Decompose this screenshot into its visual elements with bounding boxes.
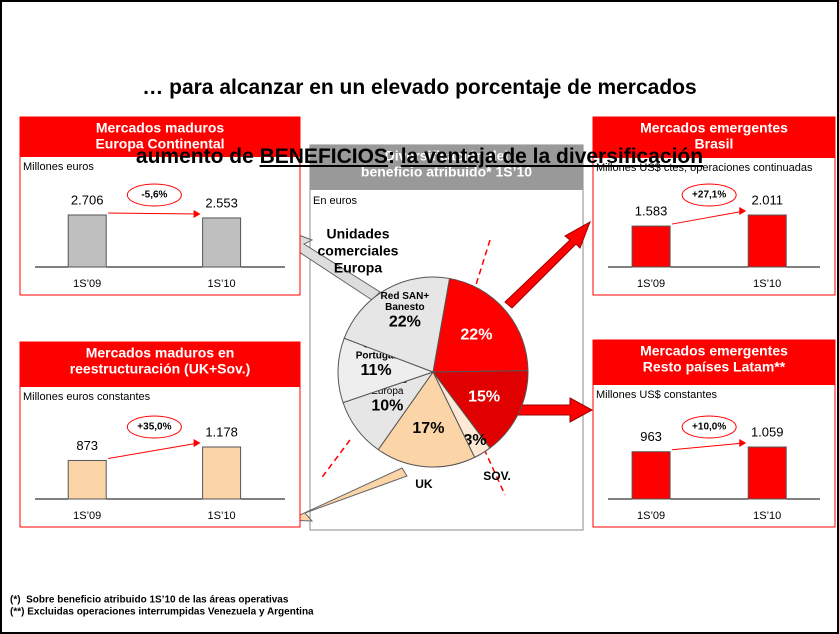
panel-title: Mercados emergentes <box>640 120 788 136</box>
change-arrow <box>671 210 745 225</box>
panel-title: Mercados maduros <box>96 120 225 136</box>
value-label: 963 <box>640 429 662 444</box>
footnote: (*) Sobre beneficio atribuido 1S’10 de l… <box>10 595 289 606</box>
value-label: 873 <box>76 438 98 453</box>
change-arrow <box>108 442 199 459</box>
slice-label: 3% <box>464 432 487 449</box>
change-badge <box>126 415 182 439</box>
pie-slice <box>337 337 435 404</box>
slice-name: UK <box>415 477 433 491</box>
value-label: 1.059 <box>751 424 784 439</box>
slice-label: 22% <box>460 326 492 343</box>
category-label: 1S’09 <box>73 510 101 522</box>
change-label: +27,1% <box>692 190 726 201</box>
title-part: BENEFICIOS <box>259 145 388 168</box>
category-label: 1S’10 <box>208 510 236 522</box>
panel-title: Resto países Latam** <box>643 359 786 375</box>
title-line: … para alcanzar en un elevado porcentaje… <box>142 76 697 99</box>
value-label: 2.011 <box>751 192 783 207</box>
panel <box>19 116 301 296</box>
footnote: (**) Excluidas operaciones interrumpidas… <box>10 607 314 618</box>
slide-title: … para alcanzar en un elevado porcentaje… <box>0 30 839 191</box>
title-part: la ventaja de la diversificación <box>400 145 704 168</box>
change-badge <box>681 183 737 207</box>
arrow-head <box>739 207 747 215</box>
slice-name: Banesto <box>385 302 424 313</box>
change-badge <box>681 415 737 439</box>
pie-slice <box>377 371 476 468</box>
annotation: Europa <box>334 260 382 276</box>
title-part: : <box>387 145 401 168</box>
divider <box>464 239 491 321</box>
bar <box>747 214 787 268</box>
panel-subtitle: Millones US$ ctes; operaciones continuad… <box>596 162 813 174</box>
panel-title: Diversificación del <box>385 148 509 164</box>
slice-label: 17% <box>412 420 444 437</box>
pie-slice <box>343 276 451 373</box>
bar <box>202 217 242 268</box>
pie-slice <box>432 370 529 449</box>
arrow-head <box>193 209 201 218</box>
pie-slice <box>432 277 529 373</box>
slice-label: 22% <box>389 314 421 331</box>
change-label: +10,0% <box>692 422 726 433</box>
slice-label: 11% <box>360 362 391 379</box>
panel-title: Brasil <box>695 136 734 152</box>
change-label: -5,6% <box>141 190 167 201</box>
panel-header <box>20 342 300 387</box>
slice-label: 15% <box>468 388 500 405</box>
panel-subtitle: En euros <box>313 195 358 207</box>
slice-name: SOV. <box>483 469 511 483</box>
value-label: 1.583 <box>635 204 668 219</box>
bar <box>747 446 787 500</box>
category-label: 1S’09 <box>637 510 665 522</box>
bar <box>67 214 107 268</box>
category-label: 1S’10 <box>753 510 781 522</box>
panel-header <box>310 145 583 190</box>
slice-name: Europa <box>371 386 404 397</box>
change-arrow <box>672 442 745 451</box>
category-label: 1S’10 <box>208 278 236 290</box>
value-label: 1.178 <box>205 424 238 439</box>
slice-label: 10% <box>371 397 403 414</box>
panel-title: beneficio atribuido* 1S’10 <box>361 164 532 180</box>
panel-title: Mercados maduros en <box>86 345 235 361</box>
category-label: 1S’09 <box>637 278 665 290</box>
panel-title: Europa Continental <box>95 136 224 152</box>
panel-subtitle: Millones US$ constantes <box>596 389 718 401</box>
panel-title: Mercados emergentes <box>640 343 788 359</box>
title-line: aumento de BENEFICIOS: la ventaja de la … <box>0 145 839 168</box>
title-part: aumento de <box>135 145 260 168</box>
category-label: 1S’09 <box>73 278 101 290</box>
value-label: 2.553 <box>205 195 238 210</box>
slice-name: Red SAN+ <box>381 291 430 302</box>
arrow-head <box>193 439 201 447</box>
category-label: 1S’10 <box>753 278 781 290</box>
panel-subtitle: Millones euros constantes <box>23 391 151 403</box>
panel-title: reestructuración (UK+Sov.) <box>70 361 251 377</box>
change-label: +35,0% <box>137 422 171 433</box>
change-arrow <box>108 212 199 215</box>
annotation: Unidades <box>326 226 389 242</box>
panel-subtitle: Millones euros <box>23 161 94 173</box>
arrows <box>283 220 594 522</box>
divider <box>319 439 351 481</box>
panel-header <box>593 117 835 158</box>
slice-name: Portugal <box>356 351 397 362</box>
bar <box>631 451 671 500</box>
bar <box>67 459 107 500</box>
change-badge <box>126 183 182 207</box>
value-label: 2.706 <box>71 192 104 207</box>
bar <box>202 446 242 500</box>
panel-header <box>593 340 835 385</box>
bar <box>631 225 671 268</box>
annotation: comerciales <box>318 243 399 259</box>
panel-header <box>20 117 300 157</box>
arrow-head <box>739 439 747 447</box>
